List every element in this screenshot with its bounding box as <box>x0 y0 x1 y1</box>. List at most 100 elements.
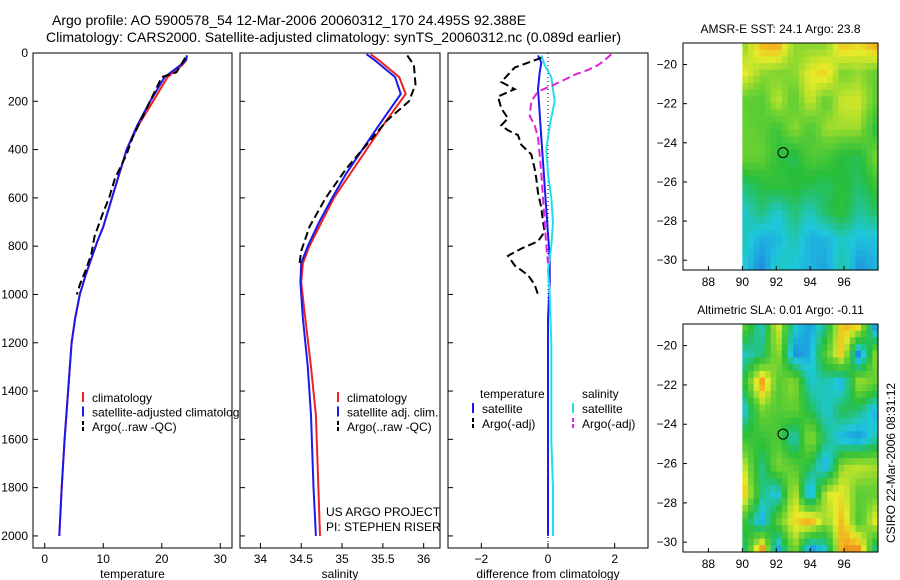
sla-map-cell <box>855 444 862 453</box>
sst-map-cell <box>753 156 760 164</box>
sst-map-cell <box>781 163 789 171</box>
sla-map-cell <box>770 531 777 540</box>
sla-map-cell <box>748 531 755 540</box>
sst-map-cell <box>832 103 840 111</box>
sla-map-cell <box>866 511 873 520</box>
sla-map-cell <box>849 417 856 426</box>
sla-map-cell <box>804 438 811 446</box>
sla-map-cell <box>866 505 873 513</box>
sst-map-cell <box>838 129 845 138</box>
sst-map-cell <box>770 176 777 184</box>
sst-map-cell <box>849 229 856 238</box>
sst-map-cell <box>832 163 840 171</box>
sla-map-cell <box>832 350 840 359</box>
sla-map-cell <box>759 384 766 392</box>
sst-map-cell <box>787 103 794 111</box>
sla-map-cell <box>821 464 828 473</box>
sst-map-cell <box>866 116 873 124</box>
sst-map-cell <box>770 196 777 204</box>
sst-map-cell <box>776 89 783 98</box>
sst-map-cell <box>861 223 868 231</box>
sst-map-cell <box>844 149 851 158</box>
sla-map-cell <box>810 424 817 432</box>
sla-map-cell <box>872 511 879 520</box>
sla-map-cell <box>855 518 862 526</box>
sst-map-cell <box>770 49 777 57</box>
sst-map-cell <box>770 263 777 271</box>
sst-map-cell <box>815 96 823 104</box>
sst-map-cell <box>759 209 766 218</box>
sst-map-cell <box>866 216 873 224</box>
sst-map-cell <box>787 236 794 244</box>
sst-map-cell <box>776 183 783 191</box>
sla-map-cell <box>832 397 840 406</box>
sla-map-cell <box>832 364 840 372</box>
sst-map-cell <box>781 203 789 211</box>
sst-map-cell <box>781 243 789 251</box>
sla-map-cell <box>753 464 760 473</box>
sla-map-cell <box>855 344 862 352</box>
legend-item: satellite <box>582 402 623 416</box>
sst-map-cell <box>838 256 845 264</box>
sla-map-cell <box>838 538 845 546</box>
sla-map-cell <box>861 438 868 446</box>
sla-map-cell <box>838 464 845 473</box>
sla-map-cell <box>759 350 766 359</box>
salinity-xlabel: salinity <box>322 567 359 580</box>
sla-map-cell <box>776 484 783 493</box>
sst-map-cell <box>827 69 834 77</box>
sst-map-cell <box>866 143 873 151</box>
sla-map-cell <box>793 324 800 332</box>
sst-map-cell <box>798 109 806 118</box>
sst-map-cell <box>781 149 789 158</box>
sst-map-cell <box>742 263 749 271</box>
sla-map-cell <box>804 337 811 345</box>
sla-map-cell <box>804 545 811 553</box>
sla-map-cell <box>866 438 873 446</box>
sla-map-cell <box>748 431 755 439</box>
sla-map-cell <box>844 545 851 553</box>
sst-map-cell <box>872 169 879 178</box>
sst-map-cell <box>764 149 772 158</box>
sst-map-cell <box>821 263 828 271</box>
sst-map-cell <box>804 89 811 98</box>
sst-map-cell <box>838 156 845 164</box>
sst-map-cell <box>793 216 800 224</box>
sla-map-cell <box>810 391 817 399</box>
sst-map-cell <box>832 76 840 84</box>
sst-map-cell <box>742 243 749 251</box>
sla-map-cell <box>832 337 840 345</box>
sst-map-cell <box>753 149 760 158</box>
sla-map-cell <box>748 458 755 466</box>
salinity-xtick-label: 36 <box>417 552 431 566</box>
sst-map-cell <box>872 189 879 198</box>
sla-map-cell <box>804 377 811 385</box>
sst-map-cell <box>855 203 862 211</box>
sst-map-cell <box>770 216 777 224</box>
sst-map-cell <box>832 136 840 144</box>
sst-map-cell <box>844 129 851 138</box>
sst-map-cell <box>804 63 811 71</box>
sst-map-cell <box>872 43 879 51</box>
sla-map-cell <box>815 364 823 372</box>
sla-map-cell <box>764 337 772 345</box>
sst-map-cell <box>770 229 777 238</box>
sst-map-cell <box>776 109 783 118</box>
sst-map-cell <box>753 129 760 138</box>
sst-map-cell <box>872 109 879 118</box>
sla-map-cell <box>815 498 823 506</box>
sst-map-cell <box>861 123 868 131</box>
sla-map-cell <box>759 357 766 365</box>
sla-map-cell <box>764 417 772 426</box>
sla-map-cell <box>827 344 834 352</box>
sst-map-cell <box>764 69 772 77</box>
sst-map-cell <box>787 43 794 51</box>
sla-map-cell <box>849 377 856 385</box>
sla-map-cell <box>821 484 828 493</box>
sla-map-cell <box>827 464 834 473</box>
sst-map-cell <box>866 163 873 171</box>
sst-map-cell <box>810 136 817 144</box>
sst-map-cell <box>748 216 755 224</box>
sla-map-cell <box>844 324 851 332</box>
sla-map-cell <box>787 545 794 553</box>
